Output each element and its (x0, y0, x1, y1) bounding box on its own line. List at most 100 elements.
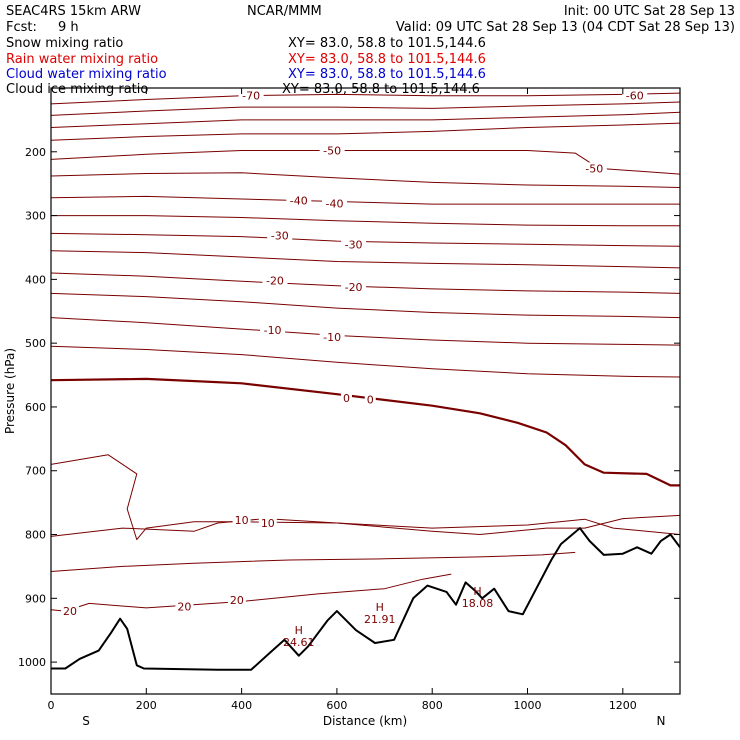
isotherm-t-65 (51, 101, 680, 116)
x-tick-label: 800 (422, 699, 443, 712)
field-name-cloud-water: Cloud water mixing ratio (6, 67, 167, 82)
isotherm-t-10 (51, 317, 680, 346)
isotherm-t15 (51, 551, 576, 572)
x-tick-label: 200 (136, 699, 157, 712)
contour-label-bg (175, 600, 194, 613)
isotherm-t-55 (51, 122, 680, 141)
y-tick-label: 900 (25, 592, 46, 605)
center-label: NCAR/MMM (247, 4, 322, 19)
isotherm-t-25 (51, 250, 680, 269)
high-value: 21.91 (364, 613, 396, 626)
contour-label-bg (238, 89, 264, 102)
y-tick-label: 200 (25, 146, 46, 159)
contour-label: -60 (626, 90, 644, 103)
contour-label-bg (341, 281, 367, 294)
plot-area: -70 -60 -50 -50 -40 -40 -30 -30 -20 -20 -10 -10 0 0 10… (18, 87, 681, 712)
contour-label-bg (322, 197, 348, 210)
field-xy-cloud-water: XY= 83.0, 58.8 to 101.5,144.6 (288, 67, 486, 82)
isotherm-t20 (51, 573, 452, 612)
isotherm-t-60 (51, 111, 680, 128)
contour-label: -20 (266, 275, 284, 288)
contour-label: 10 (261, 517, 275, 530)
contour-label-bg (340, 392, 352, 405)
y-tick-label: 800 (25, 529, 46, 542)
model-title: SEAC4RS 15km ARW (6, 4, 141, 19)
contour-label-layer: -70 -60 -50 -50 -40 -40 -30 -30 -20 -20 -10 -10 0 0 10… (61, 89, 648, 649)
init-time: Init: 00 UTC Sat 28 Sep 13 (564, 4, 735, 19)
contour-label-bg (258, 517, 277, 530)
field-name-cloud-ice: Cloud ice mixing ratio (6, 82, 148, 97)
x-end-label-left: S (82, 714, 90, 728)
high-marker: H (473, 585, 481, 598)
contour-label-bg (319, 144, 345, 157)
field-name-rain: Rain water mixing ratio (6, 52, 158, 67)
contour-label: -50 (323, 145, 341, 158)
y-tick-label: 400 (25, 273, 46, 286)
y-tick-label: 1000 (18, 656, 46, 669)
contour-label: -30 (271, 229, 289, 242)
contour-label-bg (364, 393, 376, 406)
high-value: 24.61 (283, 636, 315, 649)
contour-label: 10 (235, 514, 249, 527)
x-tick-label: 0 (48, 699, 55, 712)
x-end-label-right: N (657, 714, 666, 728)
contour-label-bg (267, 229, 293, 242)
isotherm-t-15 (51, 292, 680, 319)
contour-label-bg (581, 162, 607, 175)
y-tick-label: 600 (25, 401, 46, 414)
contour-label-bg (319, 330, 345, 343)
terrain-line (51, 527, 680, 671)
high-marker: H (376, 601, 384, 614)
contour-label-bg (622, 89, 648, 102)
contour-label: -50 (585, 162, 603, 175)
isotherm-t-70 (51, 92, 680, 105)
field-xy-snow: XY= 83.0, 58.8 to 101.5,144.6 (288, 36, 486, 51)
x-tick-label: 1200 (609, 699, 637, 712)
plot-frame (50, 87, 681, 695)
high-value: 18.08 (462, 597, 494, 610)
contour-label-bg (262, 274, 288, 287)
isotherm-t5 (51, 454, 680, 541)
contour-label-bg (61, 605, 80, 618)
contour-label: -70 (242, 90, 260, 103)
x-tick-label: 400 (231, 699, 252, 712)
isotherm-t-40 (51, 195, 680, 205)
field-name-snow: Snow mixing ratio (6, 36, 123, 51)
contour-label: -10 (323, 331, 341, 344)
contour-label-bg (286, 194, 312, 207)
x-tick-label: 1000 (514, 699, 542, 712)
isotherm-t-45 (51, 172, 680, 188)
y-axis-label: Pressure (hPa) (3, 348, 17, 434)
contour-label: 0 (367, 393, 374, 406)
contour-label-bg (232, 513, 251, 526)
isotherm-layer (51, 92, 680, 612)
contour-label: -30 (345, 238, 363, 251)
contour-label-bg (341, 238, 367, 251)
contour-label-bg (260, 323, 286, 336)
x-tick-label: 600 (326, 699, 347, 712)
x-axis-label: Distance (km) (323, 714, 407, 728)
contour-label: 0 (343, 392, 350, 405)
fcst-value: 9 h (58, 20, 79, 35)
y-tick-label: 500 (25, 337, 46, 350)
contour-label: -10 (264, 324, 282, 337)
isotherm-t-20 (51, 272, 680, 294)
contour-label: 20 (230, 594, 244, 607)
high-marker: H (295, 624, 303, 637)
contour-label-bg (227, 594, 246, 607)
contour-label: 20 (63, 605, 77, 618)
field-xy-rain: XY= 83.0, 58.8 to 101.5,144.6 (288, 52, 486, 67)
isotherm-t-5 (51, 345, 680, 378)
isotherm-t-30 (51, 232, 680, 247)
field-xy-cloud-ice: XY= 83.0, 58.8 to 101.5,144.6 (282, 82, 480, 97)
contour-label: -20 (345, 281, 363, 294)
fcst-label: Fcst: (6, 20, 37, 35)
contour-label: -40 (290, 194, 308, 207)
isotherm-t0 (51, 377, 680, 487)
isotherm-t10 (51, 518, 680, 537)
terrain-layer (51, 527, 680, 671)
valid-time: Valid: 09 UTC Sat 28 Sep 13 (04 CDT Sat … (396, 20, 735, 35)
y-tick-label: 700 (25, 465, 46, 478)
